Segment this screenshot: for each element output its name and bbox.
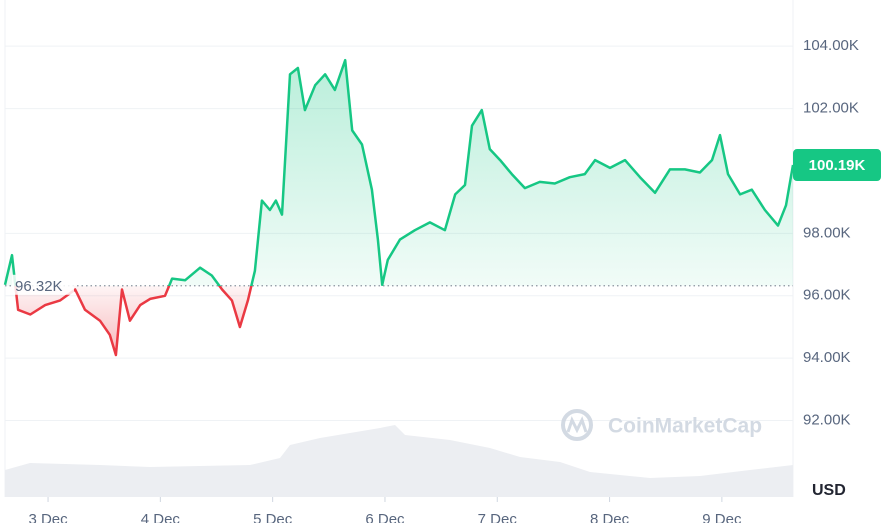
x-tick-label: 6 Dec xyxy=(365,511,405,523)
x-tick-label: 7 Dec xyxy=(478,511,518,523)
x-tick-label: 3 Dec xyxy=(28,511,68,523)
y-tick-label: 96.00K xyxy=(803,287,851,304)
y-axis-unit: USD xyxy=(812,482,846,499)
y-tick-label: 104.00K xyxy=(803,37,859,54)
volume-area xyxy=(5,425,793,497)
y-tick-label: 92.00K xyxy=(803,412,851,429)
x-tick-label: 5 Dec xyxy=(253,511,293,523)
watermark-logo xyxy=(561,409,593,441)
y-tick-label: 94.00K xyxy=(803,349,851,366)
y-tick-label: 98.00K xyxy=(803,224,851,241)
price-line xyxy=(3,58,795,357)
reference-label: 96.32K xyxy=(15,278,63,295)
watermark-text: CoinMarketCap xyxy=(608,415,762,438)
x-tick-label: 9 Dec xyxy=(702,511,742,523)
x-tick-label: 8 Dec xyxy=(590,511,630,523)
last-price-badge xyxy=(793,149,881,182)
watermark: CoinMarketCap xyxy=(561,409,762,441)
watermark-logo-mark xyxy=(566,416,588,434)
price-area xyxy=(5,60,793,355)
last-price-label: 100.19K xyxy=(809,157,866,174)
y-tick-label: 102.00K xyxy=(803,100,859,117)
x-tick-label: 4 Dec xyxy=(141,511,181,523)
reference-label-bg xyxy=(12,274,74,295)
